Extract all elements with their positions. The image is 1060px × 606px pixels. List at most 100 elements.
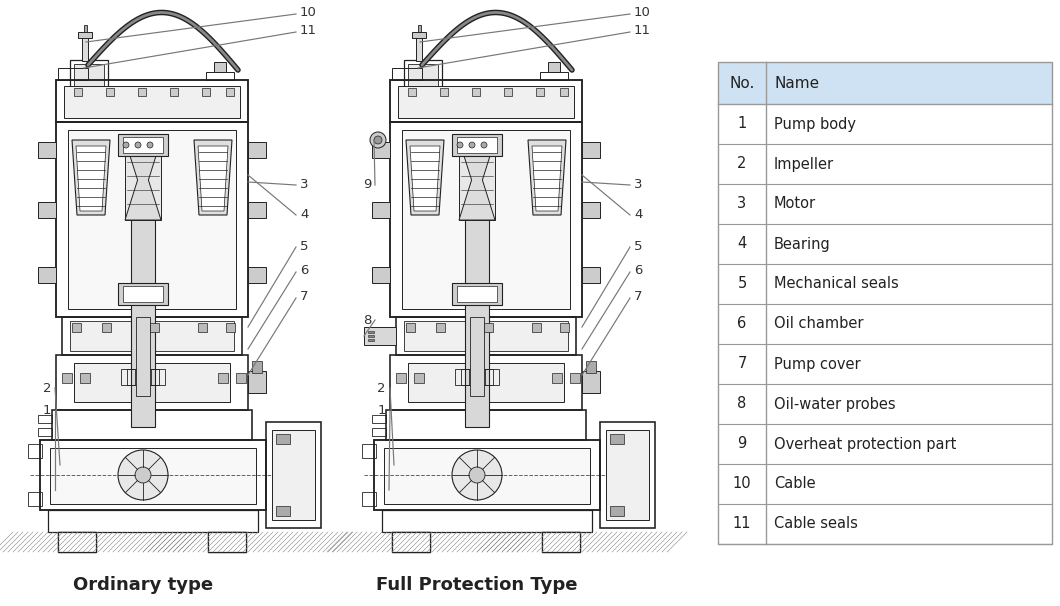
Bar (266, 422, 321, 528)
Text: 3: 3 (738, 196, 746, 211)
Bar (384, 448, 590, 504)
Circle shape (452, 450, 502, 500)
Text: 11: 11 (634, 24, 651, 38)
Bar (80, 373, 90, 383)
Bar (582, 142, 600, 158)
Bar (392, 68, 422, 80)
Bar (74, 64, 104, 111)
Text: 4: 4 (738, 236, 746, 251)
Text: 5: 5 (634, 239, 642, 253)
Text: 3: 3 (634, 178, 642, 190)
Bar (72, 323, 81, 332)
Bar (372, 415, 386, 423)
Bar (718, 144, 1052, 184)
Polygon shape (125, 140, 161, 220)
Text: 8: 8 (363, 313, 371, 327)
Bar (718, 184, 1052, 224)
Circle shape (123, 142, 129, 148)
Text: 5: 5 (300, 239, 308, 253)
Bar (252, 361, 262, 373)
Bar (74, 88, 82, 96)
Bar (392, 532, 430, 552)
Polygon shape (194, 140, 232, 215)
Circle shape (370, 132, 386, 148)
Bar (368, 331, 374, 333)
Text: 9: 9 (738, 436, 746, 451)
Polygon shape (76, 146, 106, 211)
Bar (372, 202, 390, 218)
Bar (414, 373, 424, 383)
Text: 7: 7 (634, 290, 642, 304)
Bar (138, 88, 146, 96)
Bar (28, 444, 42, 458)
Bar (214, 62, 226, 72)
Text: 4: 4 (300, 207, 308, 221)
Text: 6: 6 (738, 316, 746, 331)
Text: No.: No. (729, 76, 755, 90)
Bar (416, 35, 422, 61)
Bar (455, 369, 499, 385)
Bar (457, 286, 497, 302)
Bar (404, 60, 442, 115)
Bar (406, 323, 416, 332)
Bar (386, 410, 586, 440)
Text: Cable: Cable (774, 476, 815, 491)
Bar (390, 355, 582, 410)
Bar (84, 25, 87, 37)
Bar (459, 140, 495, 220)
Polygon shape (532, 146, 562, 211)
Bar (56, 355, 248, 410)
Bar (364, 327, 396, 345)
Text: Full Protection Type: Full Protection Type (376, 576, 578, 594)
Bar (484, 323, 493, 332)
Bar (398, 86, 575, 118)
Bar (363, 492, 376, 506)
Text: 1: 1 (377, 404, 386, 416)
Bar (586, 361, 596, 373)
Bar (560, 88, 568, 96)
Bar (552, 373, 562, 383)
Bar (457, 137, 497, 153)
Bar (718, 344, 1052, 384)
Text: Cable seals: Cable seals (774, 516, 858, 531)
Text: Name: Name (774, 76, 819, 90)
Bar (452, 134, 502, 156)
Text: Oil chamber: Oil chamber (774, 316, 864, 331)
Bar (58, 532, 96, 552)
Circle shape (374, 136, 382, 144)
Bar (382, 510, 591, 532)
Bar (276, 506, 290, 516)
Bar (402, 130, 570, 309)
Bar (64, 86, 240, 118)
Bar (452, 283, 502, 305)
Bar (504, 88, 512, 96)
Bar (276, 434, 290, 444)
Bar (718, 104, 1052, 144)
Bar (248, 142, 266, 158)
Text: 11: 11 (300, 24, 317, 38)
Bar (368, 335, 374, 337)
Bar (38, 428, 52, 436)
Bar (74, 363, 230, 402)
Bar (170, 88, 178, 96)
Bar (56, 80, 248, 122)
Bar (718, 264, 1052, 304)
Bar (218, 373, 228, 383)
Text: 4: 4 (634, 207, 642, 221)
Text: Mechanical seals: Mechanical seals (774, 276, 899, 291)
Bar (248, 202, 266, 218)
Bar (570, 373, 580, 383)
Bar (408, 88, 416, 96)
Bar (540, 72, 568, 80)
Bar (582, 371, 600, 393)
Text: 11: 11 (732, 516, 752, 531)
Bar (208, 532, 246, 552)
Bar (532, 323, 541, 332)
Bar (536, 88, 544, 96)
Circle shape (135, 142, 141, 148)
Bar (121, 369, 165, 385)
Bar (436, 323, 445, 332)
Text: 1: 1 (738, 116, 746, 132)
Text: 6: 6 (634, 264, 642, 278)
Bar (70, 321, 234, 351)
